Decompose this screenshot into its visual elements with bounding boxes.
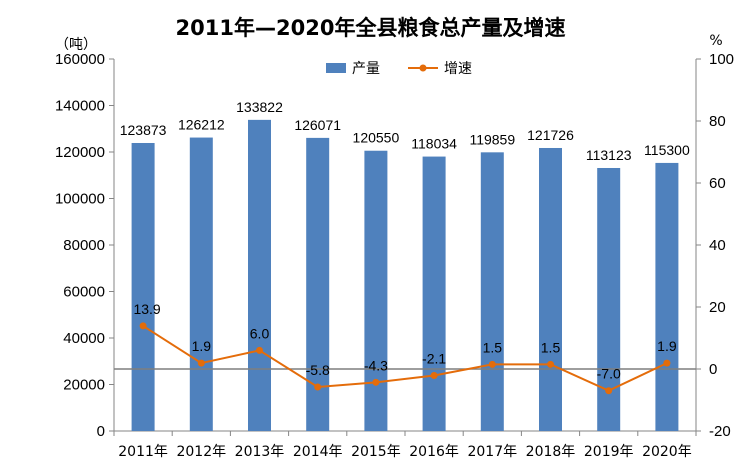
left-tick-label: 80000	[63, 237, 105, 254]
growth-value-label: -4.3	[364, 357, 388, 373]
right-tick-label: 60	[709, 175, 726, 192]
bar-value-label: 115300	[644, 142, 690, 158]
bar	[248, 119, 271, 431]
legend-bar-label: 产量	[352, 61, 380, 77]
bar-value-label: 133822	[236, 99, 283, 115]
x-tick-label: 2020年	[642, 444, 692, 460]
legend-bar-swatch	[326, 63, 346, 73]
growth-point	[488, 360, 496, 368]
left-tick-label: 100000	[55, 191, 105, 208]
growth-point	[430, 372, 438, 380]
growth-point	[372, 378, 380, 386]
growth-value-label: 1.9	[657, 338, 677, 354]
right-tick-label: 0	[709, 361, 717, 378]
left-tick-label: 160000	[55, 51, 105, 68]
bar	[422, 156, 446, 431]
bar-value-label: 119859	[469, 131, 515, 147]
bar	[539, 147, 562, 431]
right-tick-label: 100	[709, 51, 734, 68]
x-tick-label: 2012年	[176, 444, 226, 460]
bar-value-label: 126212	[178, 117, 225, 133]
left-tick-label: 60000	[63, 284, 105, 301]
bar	[480, 152, 504, 431]
growth-point	[605, 387, 613, 395]
bar	[597, 167, 621, 432]
growth-value-label: -2.1	[422, 351, 446, 367]
growth-value-label: 1.9	[192, 338, 212, 354]
growth-point	[663, 359, 671, 367]
right-axis-unit: %	[709, 33, 722, 49]
bar-value-label: 113123	[586, 147, 632, 163]
right-tick-label: 20	[709, 299, 726, 316]
bar	[189, 137, 213, 431]
growth-value-label: 1.5	[541, 339, 561, 355]
bar	[364, 150, 388, 431]
bar	[655, 162, 679, 432]
growth-value-label: 13.9	[133, 301, 160, 317]
legend-line-label: 增速	[444, 61, 472, 77]
bar-value-label: 118034	[411, 136, 457, 152]
growth-value-label: 6.0	[250, 325, 270, 341]
growth-value-label: -7.0	[597, 366, 621, 382]
x-tick-label: 2014年	[293, 444, 343, 460]
bar-value-label: 120550	[353, 130, 400, 146]
growth-point	[314, 383, 322, 391]
left-tick-label: 40000	[63, 330, 105, 347]
bar-value-label: 123873	[120, 122, 167, 138]
legend-line-marker	[419, 64, 427, 72]
bar	[306, 137, 330, 431]
left-tick-label: 20000	[63, 377, 105, 394]
x-tick-label: 2018年	[526, 444, 576, 460]
x-tick-label: 2013年	[235, 444, 285, 460]
left-axis-unit: （吨）	[55, 37, 97, 53]
growth-value-label: 1.5	[483, 339, 503, 355]
right-tick-label: 40	[709, 237, 726, 254]
bar-value-label: 121726	[527, 127, 574, 143]
x-tick-label: 2015年	[351, 444, 401, 460]
growth-point	[256, 346, 263, 354]
growth-value-label: -5.8	[306, 362, 330, 378]
growth-point	[547, 360, 554, 368]
x-tick-label: 2019年	[584, 444, 634, 460]
left-tick-label: 0	[97, 423, 105, 440]
growth-point	[197, 359, 205, 367]
x-tick-label: 2016年	[409, 444, 459, 460]
bar-value-label: 126071	[294, 117, 341, 133]
left-tick-label: 140000	[55, 98, 105, 115]
right-tick-label: 80	[709, 113, 726, 130]
x-tick-label: 2011年	[118, 444, 168, 460]
right-tick-label: -20	[709, 423, 731, 440]
growth-point	[139, 322, 147, 330]
bar	[131, 142, 155, 431]
x-tick-label: 2017年	[467, 444, 517, 460]
chart-title: 2011年—2020年全县粮食总产量及增速	[175, 16, 566, 40]
growth-line	[142, 325, 668, 392]
left-tick-label: 120000	[55, 144, 105, 161]
